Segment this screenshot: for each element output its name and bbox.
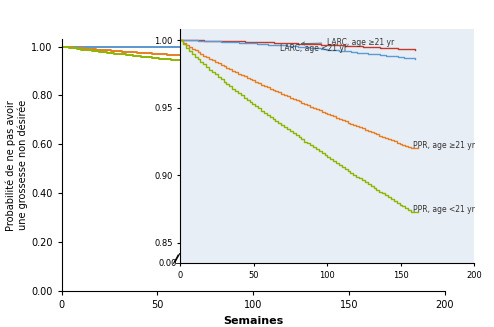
Text: PPR, age <21 yr: PPR, age <21 yr [412, 205, 474, 214]
X-axis label: Semaines: Semaines [223, 316, 283, 326]
Text: PPR, age ≥21 yr: PPR, age ≥21 yr [412, 141, 475, 150]
Text: 0.00: 0.00 [159, 259, 177, 268]
Text: LARC, age ≥21 yr: LARC, age ≥21 yr [302, 38, 395, 47]
Y-axis label: Probabilité de ne pas avoir
une grossesse non désirée: Probabilité de ne pas avoir une grossess… [6, 100, 29, 231]
Text: LARC, age <21 yr: LARC, age <21 yr [280, 44, 347, 53]
